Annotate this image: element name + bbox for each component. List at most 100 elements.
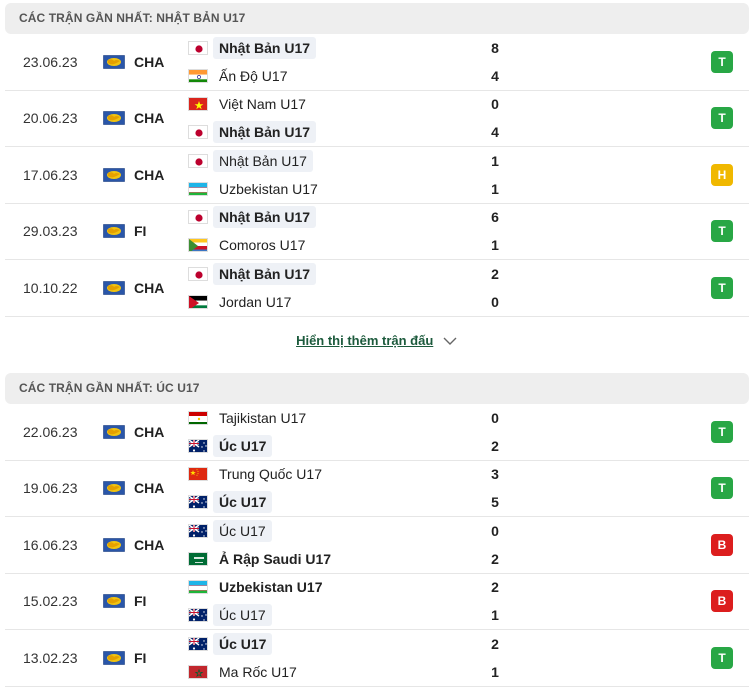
result-badge: B xyxy=(711,590,733,613)
match-date: 20.06.23 xyxy=(23,110,78,127)
australia-flag-icon xyxy=(188,523,208,538)
away-score: 0 xyxy=(491,293,499,310)
result-badge: H xyxy=(711,163,733,186)
australia-flag-icon xyxy=(188,495,208,510)
home-score: 0 xyxy=(491,522,499,539)
away-score: 2 xyxy=(491,550,499,567)
competition-code: CHA xyxy=(134,424,165,440)
match-row[interactable]: 29.03.23 FI Nhật Bản U17 Comoros U17 6 1… xyxy=(5,203,749,261)
china-flag-icon xyxy=(188,467,208,482)
section-title: CÁC TRẬN GẦN NHẤT: ÚC U17 xyxy=(19,381,200,395)
team-name[interactable]: Việt Nam U17 xyxy=(219,96,306,113)
team-name[interactable]: Nhật Bản U17 xyxy=(213,262,317,285)
section-header-australia: CÁC TRẬN GẦN NHẤT: ÚC U17 xyxy=(5,373,749,404)
morocco-flag-icon xyxy=(188,664,208,679)
saudi-flag-icon xyxy=(188,551,208,566)
match-row[interactable]: 10.10.22 CHA Nhật Bản U17 Jordan U17 2 0… xyxy=(5,260,749,317)
comoros-flag-icon xyxy=(188,238,208,253)
result-badge: B xyxy=(711,533,733,556)
competition-icon xyxy=(103,55,125,69)
team-name[interactable]: Nhật Bản U17 xyxy=(213,37,317,59)
match-row[interactable]: 13.02.23 FI Úc U17 Ma Rốc U17 2 1 T xyxy=(5,630,749,687)
japan-flag-icon xyxy=(188,153,208,168)
competition-icon xyxy=(103,167,125,182)
team-name[interactable]: Úc U17 xyxy=(213,435,273,457)
uzbekistan-flag-icon xyxy=(188,580,208,595)
team-name[interactable]: Nhật Bản U17 xyxy=(213,149,313,172)
match-date: 16.06.23 xyxy=(23,536,78,553)
competition-icon xyxy=(103,537,125,552)
result-badge: T xyxy=(711,107,733,130)
competition-code: CHA xyxy=(134,279,165,296)
team-name[interactable]: Úc U17 xyxy=(213,604,272,627)
competition-icon xyxy=(103,425,125,439)
away-score: 1 xyxy=(491,663,499,680)
team-name[interactable]: Nhật Bản U17 xyxy=(213,121,317,144)
match-row[interactable]: 20.06.23 CHA Việt Nam U17 Nhật Bản U17 0… xyxy=(5,90,749,148)
competition-code: CHA xyxy=(134,480,165,497)
away-score: 4 xyxy=(491,68,499,84)
team-name[interactable]: Nhật Bản U17 xyxy=(213,206,317,229)
home-score: 0 xyxy=(491,96,499,113)
result-badge: T xyxy=(711,276,733,299)
competition-code: CHA xyxy=(134,536,165,553)
away-score: 1 xyxy=(491,607,499,624)
section-title: CÁC TRẬN GẦN NHẤT: NHẬT BẢN U17 xyxy=(19,11,246,25)
team-name[interactable]: Trung Quốc U17 xyxy=(219,466,322,483)
home-score: 6 xyxy=(491,209,499,226)
away-score: 1 xyxy=(491,237,499,254)
match-row[interactable]: 17.06.23 CHA Nhật Bản U17 Uzbekistan U17… xyxy=(5,147,749,204)
chevron-down-icon xyxy=(443,337,457,346)
team-name[interactable]: Ả Rập Saudi U17 xyxy=(219,550,332,567)
team-name[interactable]: Tajikistan U17 xyxy=(219,410,307,426)
team-name[interactable]: Uzbekistan U17 xyxy=(219,579,323,596)
team-name[interactable]: Úc U17 xyxy=(213,632,273,655)
vietnam-flag-icon xyxy=(188,97,208,112)
competition-code: FI xyxy=(134,593,147,610)
away-score: 1 xyxy=(491,180,499,197)
away-score: 4 xyxy=(491,124,499,141)
team-name[interactable]: Úc U17 xyxy=(213,491,273,514)
competition-icon xyxy=(103,650,125,665)
match-date: 29.03.23 xyxy=(23,223,78,240)
section-header-japan: CÁC TRẬN GẦN NHẤT: NHẬT BẢN U17 xyxy=(5,3,749,34)
match-row[interactable]: 16.06.23 CHA Úc U17 Ả Rập Saudi U17 0 2 … xyxy=(5,517,749,574)
result-badge: T xyxy=(711,220,733,243)
australia-flag-icon xyxy=(188,636,208,651)
match-row[interactable]: 15.02.23 FI Uzbekistan U17 Úc U17 2 1 B xyxy=(5,573,749,631)
show-more-matches-link[interactable]: Hiển thị thêm trận đấu xyxy=(0,330,753,352)
team-name[interactable]: Jordan U17 xyxy=(219,293,292,310)
match-row[interactable]: 23.06.23 CHA Nhật Bản U17 Ấn Độ U17 8 4 … xyxy=(5,34,749,91)
competition-icon xyxy=(103,594,125,608)
competition-code: CHA xyxy=(134,54,165,70)
team-name[interactable]: Ma Rốc U17 xyxy=(219,663,297,680)
result-badge: T xyxy=(711,51,733,73)
match-date: 15.02.23 xyxy=(23,593,78,610)
team-name[interactable]: Uzbekistan U17 xyxy=(219,180,318,197)
home-score: 2 xyxy=(491,579,499,596)
match-date: 13.02.23 xyxy=(23,649,78,666)
team-name[interactable]: Úc U17 xyxy=(213,519,272,542)
home-score: 2 xyxy=(491,265,499,282)
competition-icon xyxy=(103,481,125,496)
team-name[interactable]: Ấn Độ U17 xyxy=(219,68,288,84)
result-badge: T xyxy=(711,477,733,500)
competition-code: CHA xyxy=(134,166,165,183)
match-date: 23.06.23 xyxy=(23,54,78,70)
home-score: 2 xyxy=(491,635,499,652)
match-row[interactable]: 22.06.23 CHA Tajikistan U17 Úc U17 0 2 T xyxy=(5,404,749,461)
japan-flag-icon xyxy=(188,125,208,140)
jordan-flag-icon xyxy=(188,294,208,309)
india-flag-icon xyxy=(188,69,208,83)
competition-code: CHA xyxy=(134,110,165,127)
match-date: 10.10.22 xyxy=(23,279,78,296)
japan-flag-icon xyxy=(188,210,208,225)
match-date: 17.06.23 xyxy=(23,166,78,183)
competition-code: FI xyxy=(134,223,147,240)
home-score: 0 xyxy=(491,410,499,426)
match-row[interactable]: 19.06.23 CHA Trung Quốc U17 Úc U17 3 5 T xyxy=(5,460,749,518)
tajikistan-flag-icon xyxy=(188,411,208,425)
team-name[interactable]: Comoros U17 xyxy=(219,237,306,254)
japan-flag-icon xyxy=(188,266,208,281)
match-date: 22.06.23 xyxy=(23,424,78,440)
